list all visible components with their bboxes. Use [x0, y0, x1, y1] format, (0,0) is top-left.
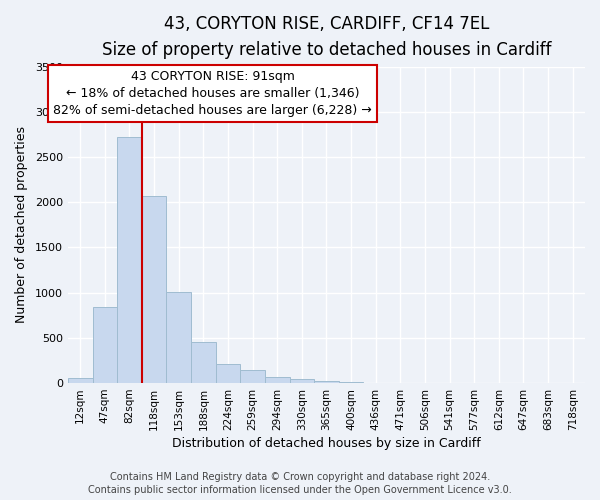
Bar — [191, 342, 215, 383]
Bar — [339, 382, 364, 383]
Title: 43, CORYTON RISE, CARDIFF, CF14 7EL
Size of property relative to detached houses: 43, CORYTON RISE, CARDIFF, CF14 7EL Size… — [102, 15, 551, 60]
Bar — [290, 379, 314, 383]
Bar — [117, 137, 142, 383]
Bar — [314, 381, 339, 383]
Bar — [142, 196, 166, 383]
Text: Contains HM Land Registry data © Crown copyright and database right 2024.
Contai: Contains HM Land Registry data © Crown c… — [88, 472, 512, 495]
X-axis label: Distribution of detached houses by size in Cardiff: Distribution of detached houses by size … — [172, 437, 481, 450]
Y-axis label: Number of detached properties: Number of detached properties — [15, 126, 28, 324]
Bar — [166, 292, 191, 383]
Bar — [240, 370, 265, 383]
Bar — [68, 378, 92, 383]
Bar — [92, 307, 117, 383]
Bar — [265, 377, 290, 383]
Bar — [215, 364, 240, 383]
Text: 43 CORYTON RISE: 91sqm
← 18% of detached houses are smaller (1,346)
82% of semi-: 43 CORYTON RISE: 91sqm ← 18% of detached… — [53, 70, 372, 116]
